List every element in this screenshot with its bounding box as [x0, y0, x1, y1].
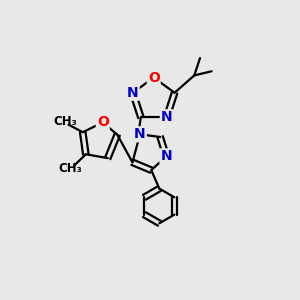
- Text: N: N: [160, 149, 172, 164]
- Text: N: N: [134, 127, 146, 141]
- Text: O: O: [97, 116, 109, 130]
- Text: O: O: [148, 70, 160, 85]
- Text: N: N: [127, 86, 139, 100]
- Text: N: N: [161, 110, 172, 124]
- Text: CH₃: CH₃: [59, 163, 82, 176]
- Text: CH₃: CH₃: [54, 115, 78, 128]
